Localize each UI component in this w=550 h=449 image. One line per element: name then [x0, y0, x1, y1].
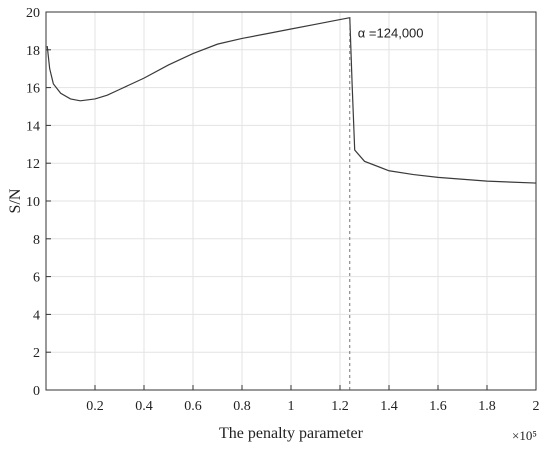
x-tick-label: 1.8: [478, 399, 496, 414]
x-tick-label: 0.6: [184, 399, 202, 414]
x-multiplier: ×10⁵: [512, 428, 537, 443]
y-tick-label: 10: [26, 195, 40, 210]
y-tick-label: 0: [33, 384, 40, 399]
y-tick-label: 20: [26, 6, 40, 21]
x-tick-label: 2: [533, 399, 540, 414]
annotation: α =124,000: [358, 26, 424, 41]
x-tick-label: 1.6: [429, 399, 447, 414]
x-tick-label: 0.8: [233, 399, 251, 414]
x-tick-label: 1.2: [331, 399, 349, 414]
y-tick-label: 12: [26, 157, 40, 172]
y-tick-label: 6: [33, 271, 40, 286]
line: [46, 16, 537, 184]
x-axis-title: The penalty parameter: [219, 425, 364, 442]
x-tick-label: 1: [288, 399, 295, 414]
y-tick-label: 14: [26, 119, 40, 134]
y-tick-label: 2: [33, 346, 40, 361]
y-tick-label: 8: [33, 233, 40, 248]
plot-frame: [45, 11, 537, 391]
y-tick-label: 4: [33, 308, 40, 323]
y-tick-label: 16: [26, 82, 40, 97]
x-tick-label: 0.2: [86, 399, 104, 414]
y-tick-label: 18: [26, 44, 40, 59]
y-axis-title: S/N: [7, 188, 24, 213]
x-tick-label: 0.4: [135, 399, 153, 414]
x-tick-label: 1.4: [380, 399, 398, 414]
